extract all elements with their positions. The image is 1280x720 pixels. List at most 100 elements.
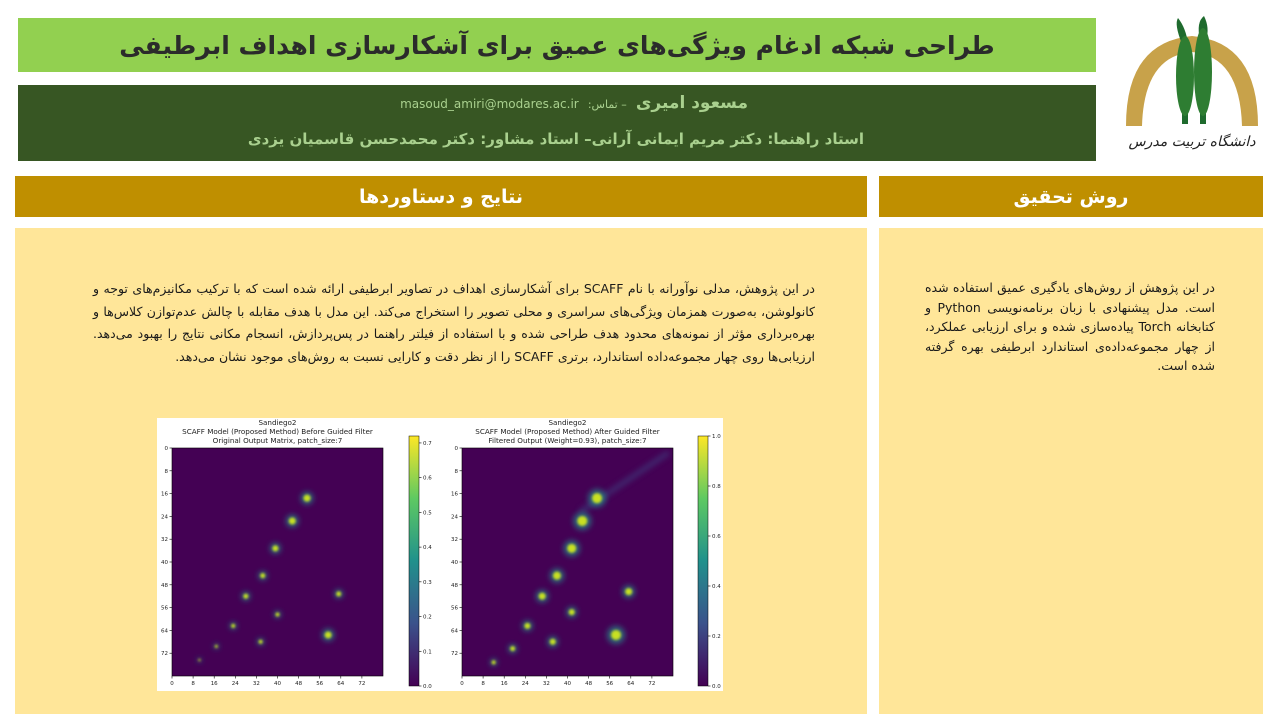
y-tick-label: 8	[455, 469, 459, 475]
heatmap-spot	[568, 609, 575, 616]
section-heading: نتایج و دستاوردها	[358, 185, 524, 208]
heatmap-spot	[577, 515, 588, 526]
plot-title: Sandiego2	[548, 418, 586, 427]
y-tick-label: 72	[451, 651, 458, 657]
x-tick-label: 8	[481, 681, 485, 687]
heatmap-spot	[538, 592, 546, 600]
x-tick-label: 40	[274, 681, 281, 687]
colorbar-tick-label: 0.2	[423, 615, 432, 621]
heatmap-spot	[611, 629, 622, 640]
plot-title: Filtered Output (Weight=0.93), patch_siz…	[488, 436, 646, 445]
x-tick-label: 64	[627, 681, 634, 687]
x-tick-label: 48	[295, 681, 302, 687]
plot-title: Original Output Matrix, patch_size:7	[213, 436, 343, 445]
colorbar-tick-label: 0.4	[423, 545, 432, 551]
y-tick-label: 64	[451, 628, 458, 634]
y-tick-label: 48	[161, 583, 168, 589]
x-tick-label: 56	[606, 681, 613, 687]
heatmap-spot	[303, 494, 311, 502]
poster-title: طراحی شبکه ادغام ویژگی‌های عمیق برای آشک…	[119, 30, 995, 60]
colorbar-tick-label: 0.6	[423, 476, 432, 482]
x-tick-label: 72	[648, 681, 655, 687]
info-bar: مسعود امیری – تماس: masoud_amiri@modares…	[18, 85, 1096, 161]
x-tick-label: 32	[253, 681, 260, 687]
title-bar: طراحی شبکه ادغام ویژگی‌های عمیق برای آشک…	[18, 18, 1096, 72]
heatmap-spot	[231, 623, 236, 628]
heatmap-spot	[549, 638, 556, 645]
heatmap-spot	[510, 646, 516, 652]
heatmap-spot	[524, 622, 531, 629]
x-tick-label: 64	[337, 681, 344, 687]
x-tick-label: 40	[564, 681, 571, 687]
colorbar-tick-label: 0.7	[423, 441, 432, 447]
heatmap-spot	[214, 644, 218, 648]
heatmap-spot	[275, 612, 280, 617]
y-tick-label: 0	[165, 446, 169, 452]
y-tick-label: 72	[161, 651, 168, 657]
colorbar	[697, 435, 709, 687]
y-tick-label: 40	[161, 560, 168, 566]
heatmap-spot	[258, 639, 263, 644]
heatmap	[462, 448, 673, 676]
y-tick-label: 56	[451, 606, 458, 612]
x-tick-label: 24	[522, 681, 529, 687]
heatmap-spot	[491, 660, 496, 665]
y-tick-label: 40	[451, 560, 458, 566]
section-heading: روش تحقیق	[1013, 185, 1129, 208]
colorbar-tick-label: 0.0	[423, 684, 432, 690]
logo-text: دانشگاه تربیت مدرس	[1129, 133, 1257, 150]
y-tick-label: 24	[451, 514, 458, 520]
y-tick-label: 32	[161, 537, 168, 543]
contact-label: – تماس:	[587, 98, 627, 111]
heatmap-spot	[324, 631, 332, 639]
x-tick-label: 0	[170, 681, 174, 687]
heatmap-spot	[336, 591, 342, 597]
plot-title: SCAFF Model (Proposed Method) Before Gui…	[182, 427, 373, 436]
x-tick-label: 56	[316, 681, 323, 687]
results-text: در این پژوهش، مدلی نوآورانه با نام SCAFF…	[93, 281, 816, 364]
plot-title: Sandiego2	[258, 418, 296, 427]
colorbar-tick-label: 0.4	[712, 584, 721, 590]
y-tick-label: 48	[451, 583, 458, 589]
y-tick-label: 24	[161, 514, 168, 520]
section-header: نتایج و دستاوردها	[15, 176, 867, 217]
x-tick-label: 8	[191, 681, 195, 687]
y-tick-label: 0	[455, 446, 459, 452]
logo-tree-crown	[1176, 36, 1194, 116]
x-tick-label: 16	[211, 681, 218, 687]
x-tick-label: 24	[232, 681, 239, 687]
colorbar-tick-label: 1.0	[712, 434, 721, 440]
y-tick-label: 64	[161, 628, 168, 634]
heatmap-spot	[288, 517, 296, 525]
heatmap-spot	[272, 545, 279, 552]
heatmap-spot	[567, 543, 577, 553]
method-panel: در این پژوهش از روش‌های یادگیری عمیق است…	[879, 228, 1263, 714]
logo: دانشگاه تربیت مدرس	[1112, 14, 1268, 164]
heatmap-spot	[625, 588, 633, 596]
colorbar-tick-label: 0.6	[712, 534, 721, 540]
y-tick-label: 56	[161, 606, 168, 612]
y-tick-label: 32	[451, 537, 458, 543]
colorbar-tick-label: 0.5	[423, 510, 432, 516]
y-tick-label: 16	[451, 492, 458, 498]
logo-arch	[1126, 36, 1258, 126]
x-tick-label: 16	[501, 681, 508, 687]
heatmap-spot	[592, 493, 603, 504]
colorbar	[408, 435, 420, 687]
colorbar-tick-label: 0.2	[712, 634, 721, 640]
colorbar-tick-label: 0.1	[423, 649, 432, 655]
heatmap	[172, 448, 383, 676]
y-tick-label: 8	[165, 469, 169, 475]
colorbar-tick-label: 0.8	[712, 484, 721, 490]
email: masoud_amiri@modares.ac.ir	[400, 97, 579, 111]
heatmap-spot	[552, 571, 561, 580]
logo-tree-crown	[1194, 28, 1212, 116]
method-text: در این پژوهش از روش‌های یادگیری عمیق است…	[925, 280, 1216, 373]
section-header: روش تحقیق	[879, 176, 1263, 217]
y-tick-label: 16	[161, 492, 168, 498]
heatmap-spot	[260, 573, 266, 579]
logo-graphic: دانشگاه تربیت مدرس	[1126, 16, 1258, 150]
x-tick-label: 32	[543, 681, 550, 687]
